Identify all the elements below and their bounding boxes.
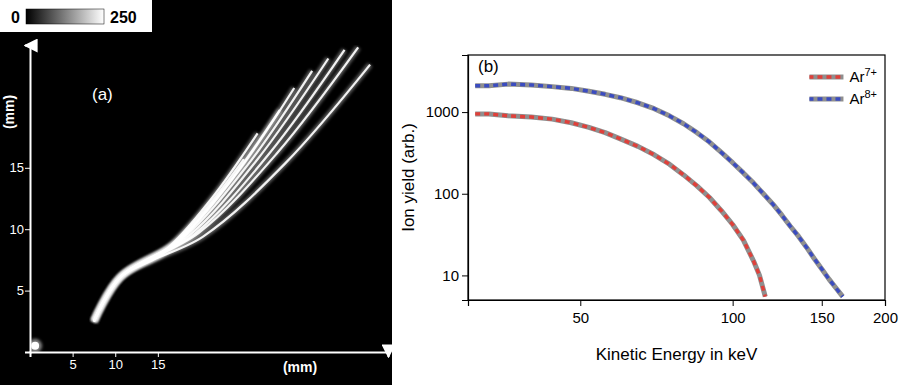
- x-axis: 50 100 150 200: [469, 300, 899, 326]
- tick-label: 200: [873, 309, 898, 326]
- tick-label: 10: [10, 222, 24, 237]
- trace-glow: [94, 59, 328, 322]
- trace: [94, 59, 328, 322]
- tick-label: 5: [17, 283, 24, 298]
- tick: 150: [810, 300, 835, 326]
- tick: 5: [17, 283, 30, 298]
- tick-label: 15: [151, 357, 165, 372]
- line: [475, 84, 843, 297]
- legend-label: Ar8+: [849, 88, 877, 107]
- x-axis-title: (mm): [283, 359, 317, 375]
- plot-frame: [468, 55, 885, 300]
- panel-label: (b): [478, 57, 499, 76]
- detector-image-background: [0, 0, 392, 385]
- tick: 10: [10, 222, 30, 237]
- tick: 15: [151, 352, 165, 372]
- axis-line: [469, 301, 886, 307]
- trace: [94, 65, 370, 322]
- panel-label: (a): [92, 85, 113, 104]
- trace-glow: [94, 50, 345, 321]
- legend-swatch-underlay: [809, 75, 843, 80]
- tick-mark: [462, 194, 468, 195]
- legend-swatch: [809, 97, 843, 100]
- figure: 5101551015(mm)(mm)(a)0250501001502001010…: [0, 0, 909, 385]
- trace: [94, 133, 258, 321]
- axis-line: [462, 56, 469, 301]
- tick: 5: [70, 352, 77, 372]
- legend-swatch-underlay: [809, 97, 843, 102]
- y-axis: 10 100 1000: [426, 56, 469, 301]
- tick-label: 1000: [426, 103, 459, 120]
- x-axis: 5 10 15: [31, 352, 389, 372]
- trace: [94, 50, 345, 321]
- tick: 100: [721, 300, 746, 326]
- tick-label: 100: [434, 185, 459, 202]
- lines: [475, 84, 843, 297]
- legend-item: Ar7+: [809, 66, 877, 85]
- legend-swatch: [809, 75, 843, 78]
- axis-line: [25, 46, 31, 353]
- colorbar-label: 250: [110, 9, 137, 26]
- tick-label: 10: [442, 267, 459, 284]
- tick-mark: [822, 300, 823, 306]
- trace: [94, 88, 294, 321]
- tick-mark: [25, 291, 30, 292]
- y-axis: 5 10 15: [10, 46, 31, 353]
- tick-mark: [462, 275, 468, 276]
- y-axis-title: Ion yield (arb.): [399, 123, 418, 232]
- line-underlay: [475, 84, 843, 297]
- trace-glow: [94, 88, 294, 321]
- trace: [94, 71, 312, 322]
- tick-label: 100: [721, 309, 746, 326]
- tick: 1000: [426, 103, 468, 120]
- x-axis-title: Kinetic Energy in keV: [596, 345, 758, 364]
- panel-b: 50 100 150 200 10 100 1000 Kinetic Energy in ke…: [399, 55, 898, 364]
- tick: 10: [109, 352, 123, 372]
- tick-mark: [580, 300, 581, 306]
- trace-glow: [94, 47, 358, 321]
- colorbar-box: [0, 0, 152, 32]
- tick: 100: [434, 185, 468, 202]
- tick-label: 10: [109, 357, 123, 372]
- traces: [30, 47, 370, 352]
- line-underlay: [475, 114, 765, 297]
- tick: 200: [873, 300, 898, 326]
- colorbar-label: 0: [11, 9, 20, 26]
- tick: 50: [572, 300, 589, 326]
- legend: Ar7+ Ar8+: [809, 66, 877, 107]
- tick-label: 50: [572, 309, 589, 326]
- trace: [94, 47, 358, 321]
- trace-glow: [94, 110, 280, 321]
- tick-mark: [25, 168, 30, 169]
- beam-spot-glow: [30, 339, 42, 352]
- beam-spot: [31, 342, 39, 350]
- legend-item: Ar8+: [809, 88, 877, 107]
- legend-label: Ar7+: [849, 66, 877, 85]
- tick: 10: [442, 267, 468, 284]
- axis-line: [31, 353, 389, 358]
- tick-mark: [25, 229, 30, 230]
- colorbar-gradient: [26, 9, 104, 24]
- line: [475, 114, 765, 297]
- trace-glow: [94, 71, 312, 322]
- colorbar: 0 250: [0, 0, 152, 32]
- y-axis-title: (mm): [1, 95, 17, 129]
- tick-label: 150: [810, 309, 835, 326]
- tick-mark: [885, 300, 886, 306]
- panel-a: 5 10 15 5 10 15 (mm) (mm) (a) 0 250: [0, 0, 392, 385]
- tick-mark: [462, 112, 468, 113]
- trace: [94, 110, 280, 321]
- tick-mark: [733, 300, 734, 306]
- tick-label: 5: [70, 357, 77, 372]
- tick: 15: [10, 160, 30, 175]
- trace-glow: [94, 133, 258, 321]
- trace-glow: [94, 65, 370, 322]
- tick-label: 15: [10, 160, 24, 175]
